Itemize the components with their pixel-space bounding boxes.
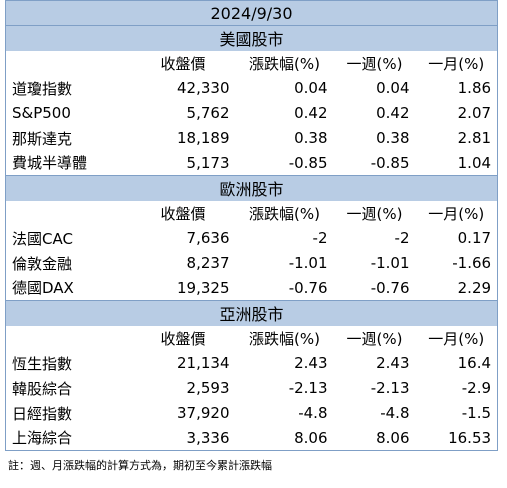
index-value: -2.9 <box>461 379 492 397</box>
column-header: 一週(%) <box>346 329 403 348</box>
index-value: 42,330 <box>177 79 230 97</box>
data-row: 道瓊指數 42,330 0.04 0.04 1.86 <box>6 76 498 101</box>
index-value: 1.86 <box>457 79 492 97</box>
index-name: 恆生指數 <box>12 354 73 373</box>
index-value: 2.43 <box>376 354 410 372</box>
index-value: -0.85 <box>370 153 410 172</box>
index-value: -4.8 <box>298 404 328 422</box>
column-header: 一月(%) <box>428 329 485 348</box>
header-row: 收盤價 漲跌幅(%) 一週(%) 一月(%) <box>6 326 498 351</box>
index-name: 費城半導體 <box>12 154 88 173</box>
index-name: 日經指數 <box>12 404 73 423</box>
index-name: 那斯達克 <box>12 129 73 148</box>
index-value: 5,173 <box>186 153 230 172</box>
column-header: 一週(%) <box>346 54 403 73</box>
index-value: 8.06 <box>376 428 410 447</box>
index-value: 0.38 <box>294 129 328 147</box>
data-row: 那斯達克 18,189 0.38 0.38 2.81 <box>6 126 498 151</box>
index-name: 倫敦金融 <box>12 254 73 273</box>
index-value: 5,762 <box>186 104 230 122</box>
index-value: 8,237 <box>186 254 230 272</box>
index-value: 21,134 <box>177 354 230 372</box>
index-value: -2.13 <box>370 379 410 397</box>
index-value: 16.4 <box>457 354 492 372</box>
index-value: -0.76 <box>370 278 410 297</box>
header-row: 收盤價 漲跌幅(%) 一週(%) 一月(%) <box>6 51 498 76</box>
data-row: 德國DAX 19,325 -0.76 -0.76 2.29 <box>6 276 498 301</box>
index-name: 上海綜合 <box>12 429 73 448</box>
index-value: -1.5 <box>461 404 492 422</box>
index-value: 19,325 <box>177 278 230 297</box>
column-header: 一月(%) <box>428 204 485 223</box>
index-value: 16.53 <box>448 428 492 447</box>
header-row: 收盤價 漲跌幅(%) 一週(%) 一月(%) <box>6 201 498 226</box>
index-value: 7,636 <box>186 229 230 247</box>
table-title: 2024/9/30 <box>5 0 498 26</box>
index-value: -1.01 <box>288 254 328 272</box>
index-value: -4.8 <box>380 404 410 422</box>
column-header: 收盤價 <box>160 54 206 73</box>
index-value: 0.04 <box>376 79 410 97</box>
index-value: 2.07 <box>457 104 492 122</box>
index-value: 2.43 <box>294 354 328 372</box>
index-name: S&P500 <box>12 104 71 122</box>
column-header: 漲跌幅(%) <box>249 329 320 348</box>
data-row: 費城半導體 5,173 -0.85 -0.85 1.04 <box>6 151 498 176</box>
column-header: 收盤價 <box>160 329 206 348</box>
data-row: 韓股綜合 2,593 -2.13 -2.13 -2.9 <box>6 376 498 401</box>
index-value: -0.76 <box>288 278 328 297</box>
section-row: 歐洲股市 <box>5 175 498 201</box>
index-name: 法國CAC <box>12 229 73 248</box>
index-name: 德國DAX <box>12 279 74 298</box>
index-value: 3,336 <box>186 428 230 447</box>
index-value: -1.66 <box>452 254 492 272</box>
section-row: 美國股市 <box>5 25 498 51</box>
index-value: 0.38 <box>376 129 410 147</box>
index-value: 1.04 <box>457 153 492 172</box>
index-value: -2 <box>394 229 410 247</box>
footnote: 註：週、月漲跌幅的計算方式為，期初至今累計漲跌幅 <box>8 459 272 472</box>
index-value: 2.29 <box>457 278 492 297</box>
header-blank <box>6 326 131 351</box>
column-header: 一月(%) <box>428 54 485 73</box>
data-row: 倫敦金融 8,237 -1.01 -1.01 -1.66 <box>6 251 498 276</box>
index-value: -0.85 <box>288 153 328 172</box>
column-header: 漲跌幅(%) <box>249 54 320 73</box>
index-value: 2.81 <box>457 129 492 147</box>
index-value: 18,189 <box>177 129 230 147</box>
data-row: 日經指數 37,920 -4.8 -4.8 -1.5 <box>6 401 498 426</box>
index-value: 0.42 <box>376 104 410 122</box>
index-value: 2,593 <box>186 379 230 397</box>
index-value: 0.17 <box>457 229 492 247</box>
data-row: S&P500 5,762 0.42 0.42 2.07 <box>6 101 498 126</box>
index-value: -2 <box>312 229 328 247</box>
index-value: 0.42 <box>294 104 328 122</box>
column-header: 一週(%) <box>346 204 403 223</box>
section-title: 亞洲股市 <box>5 300 498 326</box>
column-header: 收盤價 <box>160 204 206 223</box>
section-row: 亞洲股市 <box>5 300 498 326</box>
index-name: 韓股綜合 <box>12 379 73 398</box>
data-row: 上海綜合 3,336 8.06 8.06 16.53 <box>6 426 498 451</box>
index-value: -2.13 <box>288 379 328 397</box>
header-blank <box>6 51 131 76</box>
market-table: 2024/9/30 美國股市 收盤價 漲跌幅(%) 一週(%) 一月(%) 道瓊指數 42,3… <box>5 0 499 451</box>
section-title: 美國股市 <box>5 25 498 51</box>
data-row: 恆生指數 21,134 2.43 2.43 16.4 <box>6 351 498 376</box>
column-header: 漲跌幅(%) <box>249 204 320 223</box>
index-value: 37,920 <box>177 404 230 422</box>
index-value: 0.04 <box>294 79 328 97</box>
section-title: 歐洲股市 <box>5 175 498 201</box>
title-row: 2024/9/30 <box>5 0 498 26</box>
index-name: 道瓊指數 <box>12 79 73 98</box>
data-row: 法國CAC 7,636 -2 -2 0.17 <box>6 226 498 251</box>
index-value: 8.06 <box>294 428 328 447</box>
index-value: -1.01 <box>370 254 410 272</box>
header-blank <box>6 201 131 226</box>
